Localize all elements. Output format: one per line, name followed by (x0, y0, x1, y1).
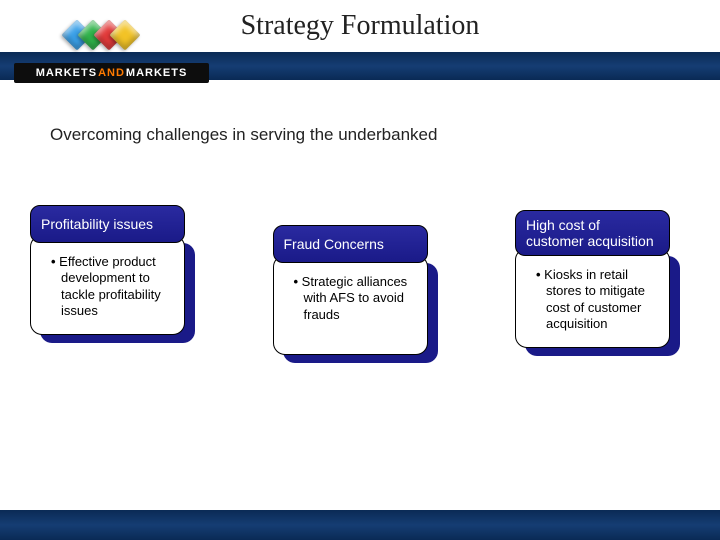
column-header-text: Fraud Concerns (284, 236, 384, 252)
column-bullet: Effective product development to tackle … (39, 254, 176, 319)
columns-row: Profitability issues Effective product d… (30, 205, 690, 355)
column-bullet: Kiosks in retail stores to mitigate cost… (524, 267, 661, 332)
column-header-text: Profitability issues (41, 216, 153, 232)
column-header-text: High cost of customer acquisition (526, 217, 659, 249)
logo-word2: MARKETS (126, 67, 187, 79)
column-profitability: Profitability issues Effective product d… (30, 205, 205, 355)
column-body: Kiosks in retail stores to mitigate cost… (515, 248, 670, 348)
logo-word1: MARKETS (36, 67, 97, 79)
column-body-wrap: Strategic alliances with AFS to avoid fr… (273, 255, 448, 355)
header: Strategy Formulation MARKETS AND MARKETS (0, 0, 720, 95)
brand-logo: MARKETS AND MARKETS (14, 30, 209, 90)
logo-text: MARKETS AND MARKETS (14, 63, 209, 83)
column-body: Strategic alliances with AFS to avoid fr… (273, 255, 428, 355)
slide: Strategy Formulation MARKETS AND MARKETS… (0, 0, 720, 540)
column-header: Fraud Concerns (273, 225, 428, 263)
column-header: Profitability issues (30, 205, 185, 243)
logo-diamonds (69, 24, 133, 46)
column-body-wrap: Effective product development to tackle … (30, 235, 205, 335)
column-high-cost: High cost of customer acquisition Kiosks… (515, 210, 690, 355)
column-header: High cost of customer acquisition (515, 210, 670, 256)
footer-band (0, 510, 720, 540)
column-body: Effective product development to tackle … (30, 235, 185, 335)
column-fraud: Fraud Concerns Strategic alliances with … (273, 225, 448, 355)
column-body-wrap: Kiosks in retail stores to mitigate cost… (515, 248, 690, 348)
column-bullet: Strategic alliances with AFS to avoid fr… (282, 274, 419, 323)
slide-subtitle: Overcoming challenges in serving the und… (50, 125, 437, 145)
logo-connector: AND (98, 67, 125, 79)
